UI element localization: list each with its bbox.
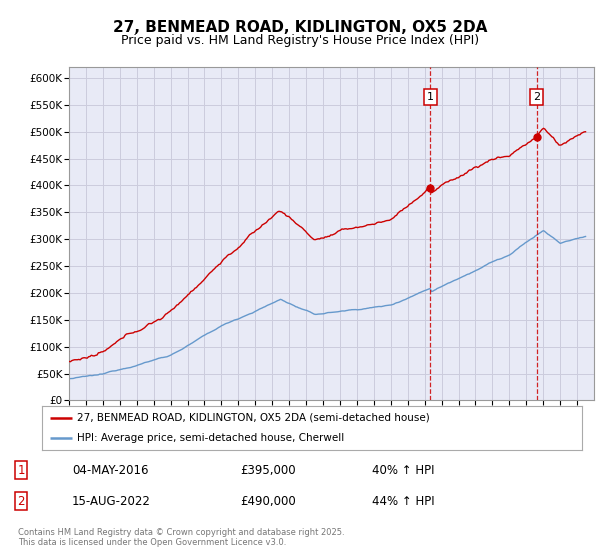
Text: 27, BENMEAD ROAD, KIDLINGTON, OX5 2DA (semi-detached house): 27, BENMEAD ROAD, KIDLINGTON, OX5 2DA (s… — [77, 413, 430, 423]
Text: 27, BENMEAD ROAD, KIDLINGTON, OX5 2DA: 27, BENMEAD ROAD, KIDLINGTON, OX5 2DA — [113, 20, 487, 35]
Text: £395,000: £395,000 — [240, 464, 296, 477]
Text: 15-AUG-2022: 15-AUG-2022 — [72, 494, 151, 508]
Text: Price paid vs. HM Land Registry's House Price Index (HPI): Price paid vs. HM Land Registry's House … — [121, 34, 479, 46]
Text: Contains HM Land Registry data © Crown copyright and database right 2025.
This d: Contains HM Land Registry data © Crown c… — [18, 528, 344, 547]
Text: 2: 2 — [17, 494, 25, 508]
Text: 40% ↑ HPI: 40% ↑ HPI — [372, 464, 434, 477]
Text: £490,000: £490,000 — [240, 494, 296, 508]
Text: 1: 1 — [427, 92, 434, 102]
Text: 1: 1 — [17, 464, 25, 477]
Text: 04-MAY-2016: 04-MAY-2016 — [72, 464, 149, 477]
Text: 44% ↑ HPI: 44% ↑ HPI — [372, 494, 434, 508]
Text: HPI: Average price, semi-detached house, Cherwell: HPI: Average price, semi-detached house,… — [77, 433, 344, 443]
Text: 2: 2 — [533, 92, 541, 102]
